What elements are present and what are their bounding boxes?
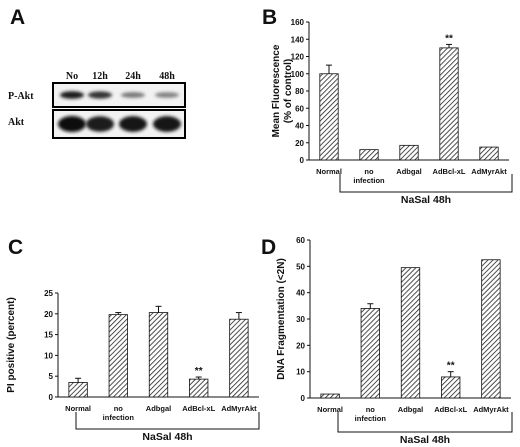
x-tick-label: no (366, 405, 376, 414)
chart-c: 0 5 10 15 20 25 PI positive (percent) Normal noi… (6, 289, 260, 443)
y-tick-label: 60 (296, 236, 305, 245)
bar (360, 308, 380, 399)
y-tick-label: 80 (295, 87, 304, 96)
blot-band (153, 116, 181, 132)
chart-d: 0 10 20 30 40 50 60 DNA Fragmentation (<2N) Norm… (276, 236, 513, 446)
y-tick-label: 30 (296, 315, 305, 324)
bar (148, 312, 169, 398)
x-tick-label: no (364, 167, 374, 176)
group-bracket (75, 412, 260, 430)
lane-label: No (66, 71, 78, 82)
bar (319, 73, 339, 161)
y-tick-label: 40 (295, 122, 304, 131)
blot-band (60, 91, 84, 99)
bar (189, 378, 209, 398)
bar (441, 376, 461, 399)
bar (479, 146, 499, 161)
y-axis-label: Mean Fluorescence (271, 44, 282, 137)
panel-letter-a: A (10, 6, 25, 29)
y-tick-label: 0 (301, 394, 306, 403)
bar (400, 267, 421, 399)
bar (68, 382, 88, 398)
bar (481, 259, 501, 399)
bar (399, 144, 419, 161)
y-tick-label: 100 (291, 70, 305, 79)
blot-band (155, 92, 179, 98)
blot-band (86, 116, 114, 132)
bar (229, 318, 249, 398)
x-tick-label: Normal (65, 404, 91, 413)
group-bracket (337, 412, 513, 433)
x-tick-label: Adbgal (396, 167, 421, 176)
y-tick-label: 20 (44, 310, 53, 319)
lane-label: 12h (92, 71, 108, 82)
y-tick-label: 120 (291, 53, 305, 62)
y-tick-label: 60 (295, 104, 304, 113)
x-tick-label: AdMyrAkt (473, 405, 509, 414)
y-tick-label: 0 (300, 156, 305, 165)
y-tick-label: 160 (291, 18, 305, 27)
x-tick-label: Normal (317, 405, 343, 414)
x-tick-label: no (114, 404, 124, 413)
blot-band (119, 116, 147, 132)
x-tick-label: infection (355, 414, 387, 423)
y-tick-label: 50 (296, 262, 305, 271)
y-tick-label: 10 (44, 351, 53, 360)
bar (108, 314, 128, 398)
significance-marker: ** (195, 366, 203, 377)
blot-row-label: Akt (8, 117, 25, 128)
panel-letter-c: C (8, 236, 23, 259)
x-tick-label: Adbgal (146, 404, 171, 413)
group-label: NaSal 48h (400, 434, 450, 446)
y-tick-label: 40 (296, 289, 305, 298)
x-tick-label: AdBcl-xL (434, 405, 467, 414)
lane-label: 48h (159, 71, 175, 82)
bar (320, 393, 340, 399)
chart-b: 0 20 40 60 80 100 120 140 160 Mean Fluorescence (%… (271, 18, 513, 206)
y-axis-label: PI positive (percent) (6, 297, 17, 393)
x-tick-label: infection (103, 413, 135, 422)
y-tick-label: 0 (49, 393, 54, 402)
blot-band (88, 91, 112, 99)
bar (439, 47, 459, 161)
y-tick-label: 20 (296, 341, 305, 350)
western-blot: No 12h 24h 48h P-Akt Akt (8, 71, 186, 139)
blot-band (121, 92, 145, 98)
x-tick-label: AdMyrAkt (221, 404, 257, 413)
x-tick-label: Adbgal (398, 405, 423, 414)
y-tick-label: 10 (296, 368, 305, 377)
y-tick-label: 15 (44, 331, 53, 340)
x-tick-label: AdBcl-xL (182, 404, 215, 413)
group-label: NaSal 48h (142, 431, 192, 443)
x-tick-label: infection (353, 176, 385, 185)
x-tick-label: AdBcl-xL (433, 167, 466, 176)
y-tick-label: 140 (291, 35, 305, 44)
lane-label: 24h (125, 71, 141, 82)
x-tick-label: Normal (316, 167, 342, 176)
significance-marker: ** (445, 33, 453, 44)
significance-marker: ** (447, 361, 455, 372)
group-label: NaSal 48h (401, 194, 451, 206)
y-axis-label: DNA Fragmentation (<2N) (276, 258, 287, 380)
y-axis-label: (% of control) (283, 59, 294, 123)
panel-letter-d: D (261, 236, 276, 259)
x-tick-label: AdMyrAkt (471, 167, 507, 176)
y-tick-label: 25 (44, 289, 53, 298)
blot-band (58, 116, 86, 132)
panel-letter-b: B (262, 6, 277, 29)
y-tick-label: 20 (295, 139, 304, 148)
group-bracket (339, 174, 513, 193)
y-tick-label: 5 (49, 372, 54, 381)
bar (359, 149, 379, 161)
blot-row-label: P-Akt (8, 91, 34, 102)
